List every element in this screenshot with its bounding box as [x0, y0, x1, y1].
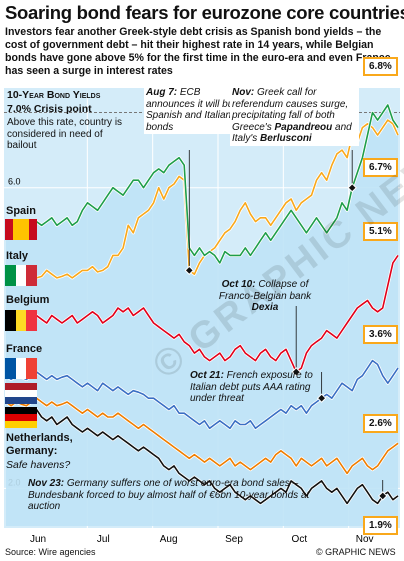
annotation-nov23-text: Germany suffers one of worst euro-era bo… [28, 478, 310, 512]
marker-aug7 [184, 265, 194, 276]
end-label-italy: 6.7% [363, 158, 398, 177]
label-safe-havens: Safe havens? [6, 459, 71, 471]
flag-stripe [29, 219, 37, 240]
credit-note: © GRAPHIC NEWS [316, 547, 396, 557]
flag-france [5, 358, 37, 379]
annotation-berlusconi: Berlusconi [260, 133, 312, 144]
annotation-nov-text: Greek call for referendum causes surge, … [232, 87, 349, 133]
marker-nov [347, 183, 357, 193]
flag-stripe [26, 358, 37, 379]
flag-stripe [5, 383, 37, 390]
flag-stripe [13, 219, 29, 240]
x-tick-label: Sep [225, 534, 243, 545]
series-lines [4, 103, 400, 526]
annotation-oct21-text: French exposure to Italian debt puts AAA… [190, 370, 313, 404]
flag-stripe [5, 219, 13, 240]
flag-stripe [5, 265, 16, 286]
flag-belgium [5, 310, 37, 331]
x-tick-label: Jun [30, 534, 46, 545]
chart-title: Soaring bond fears for eurozone core cou… [5, 2, 404, 23]
flag-italy [5, 265, 37, 286]
annotation-nov: Nov: Greek call for referendum causes su… [230, 86, 359, 146]
series-line-italy [6, 119, 399, 281]
series-line-france [5, 359, 399, 430]
annotation-nov-date: Nov: [232, 87, 255, 98]
event-markers [184, 150, 388, 501]
x-tick-label: Aug [160, 534, 178, 545]
annotation-papandreou: Papandreou [274, 121, 333, 133]
intro-text: Investors fear another Greek-style debt … [5, 26, 391, 77]
flag-stripe [5, 310, 16, 331]
flag-stripe [5, 358, 16, 379]
spain-area [6, 105, 398, 526]
flag-stripe [15, 265, 27, 286]
marker-oct21 [316, 393, 327, 403]
series-line-germany [5, 408, 399, 505]
flag-netherlands [5, 383, 37, 404]
flag-stripe [5, 421, 37, 428]
annotation-aug7-text: ECB announces it will buy Spanish and It… [146, 87, 239, 133]
flag-stripe [15, 310, 27, 331]
end-label-germany: 1.9% [363, 516, 398, 535]
crisis-title: 7.0% Crisis point [7, 103, 92, 115]
flag-stripe [26, 265, 37, 286]
label-spain: Spain [6, 205, 36, 217]
y-tick-label: 6.0 [8, 177, 21, 187]
label-italy: Italy [6, 250, 29, 262]
end-label-spain: 6.8% [363, 57, 398, 76]
series-line-netherlands [5, 397, 399, 475]
x-tick-label: Nov [356, 534, 374, 545]
flag-germany [5, 407, 37, 428]
label-germany: Germany: [6, 445, 58, 457]
label-france: France [6, 343, 43, 355]
label-netherlands: Netherlands, [6, 432, 73, 444]
flag-spain [5, 219, 37, 240]
annotation-oct10-text: Collapse of Franco-Belgian bank [218, 279, 312, 302]
series-line-spain [6, 104, 399, 264]
end-label-netherlands: 2.6% [363, 414, 398, 433]
chart-subtitle: 10-Year Bond Yields [7, 89, 101, 101]
series-line-belgium [5, 254, 399, 373]
flag-stripe [5, 397, 37, 404]
end-label-france: 3.6% [363, 325, 398, 344]
source-note: Source: Wire agencies [5, 547, 96, 557]
annotation-oct21: Oct 21: French exposure to Italian debt … [190, 370, 330, 405]
flag-stripe [5, 390, 37, 397]
annotation-nov23: Nov 23: Germany suffers one of worst eur… [28, 478, 330, 513]
marker-nov23 [378, 491, 388, 501]
annotation-dexia: Dexia [251, 302, 279, 313]
annotation-oct21-date: Oct 21: [190, 370, 224, 381]
flag-stripe [15, 358, 27, 379]
annotation-oct10-date: Oct 10: [221, 279, 256, 290]
marker-oct10 [291, 367, 301, 377]
flag-stripe [26, 310, 37, 331]
x-tick-label: Oct [292, 534, 308, 545]
end-label-belgium: 5.1% [363, 222, 398, 241]
flag-stripe [5, 407, 37, 414]
flag-stripe [5, 414, 37, 421]
annotation-nov23-date: Nov 23: [28, 478, 65, 489]
annotation-aug7: Aug 7: ECB announces it will buy Spanish… [144, 86, 242, 134]
annotation-nov-and: and Italy's [232, 121, 352, 145]
annotation-oct10: Oct 10: Collapse of Franco-Belgian bank … [206, 279, 324, 314]
annotation-aug7-date: Aug 7: [146, 87, 178, 98]
crisis-text: Above this rate, country is considered i… [7, 117, 123, 151]
x-tick-label: Jul [97, 534, 110, 545]
label-belgium: Belgium [6, 294, 50, 306]
